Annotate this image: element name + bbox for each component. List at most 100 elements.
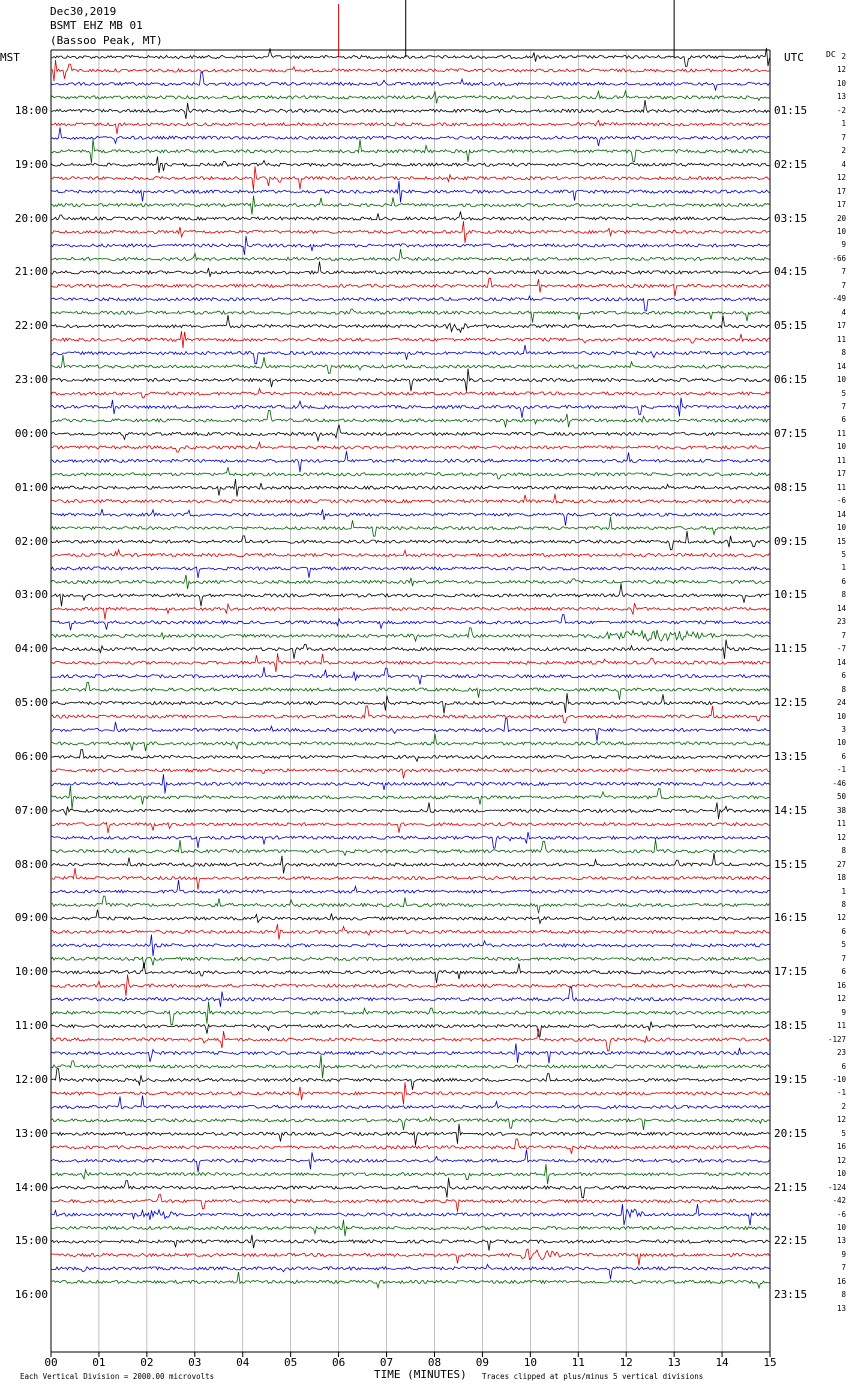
- dc-offset-value: 20: [836, 213, 846, 223]
- dc-offset-value: -66: [832, 253, 846, 263]
- trace-row-52: [51, 749, 770, 763]
- dc-offset-value: -7: [836, 644, 846, 654]
- dc-offset-value: 8: [841, 846, 846, 856]
- x-tick-label: 06: [331, 1356, 346, 1369]
- dc-offset-value: 23: [836, 617, 846, 627]
- utc-time-label: 09:15: [774, 534, 808, 548]
- utc-time-label: 06:15: [774, 373, 808, 387]
- dc-offset-value: 11: [836, 482, 846, 492]
- trace-row-54: [50, 774, 770, 794]
- mst-time-label: 15:00: [14, 1234, 48, 1248]
- date-label: Dec30,2019: [50, 5, 117, 18]
- dc-offset-value: 6: [841, 926, 846, 936]
- trace-row-47: [50, 682, 770, 700]
- dc-offset-value: 1: [841, 563, 846, 573]
- station-label: BSMT EHZ MB 01: [50, 19, 143, 32]
- utc-time-label: 10:15: [774, 588, 808, 602]
- trace-row-17: [50, 277, 770, 297]
- mst-time-label: 04:00: [14, 642, 48, 656]
- dc-offset-value: -124: [827, 1182, 846, 1192]
- trace-row-80: [50, 1123, 770, 1146]
- trace-row-90: [50, 1263, 770, 1280]
- trace-row-58: [50, 831, 770, 849]
- dc-offset-value: 10: [836, 711, 846, 721]
- trace-row-15: [50, 249, 770, 262]
- footer-scale-note: Each Vertical Division = 2000.00 microvo…: [20, 1372, 215, 1381]
- dc-offset-value: 14: [836, 509, 846, 519]
- trace-row-78: [50, 1095, 770, 1110]
- utc-time-label: 12:15: [774, 696, 808, 710]
- trace-row-6: [50, 127, 770, 147]
- trace-row-12: [50, 211, 770, 221]
- mst-time-label: 03:00: [14, 588, 48, 602]
- dc-offset-value: 7: [841, 1263, 846, 1273]
- trace-row-61: [50, 867, 770, 890]
- trace-row-70: [50, 986, 770, 1007]
- x-tick-label: 07: [379, 1356, 394, 1369]
- utc-time-label: 08:15: [774, 480, 808, 494]
- dc-offset-value: 2: [841, 1101, 846, 1111]
- trace-row-65: [50, 924, 770, 940]
- trace-row-40: [50, 583, 770, 607]
- x-tick-label: 02: [140, 1356, 154, 1369]
- trace-row-44: [50, 639, 770, 659]
- dc-offset-value: 38: [836, 805, 846, 815]
- trace-row-57: [50, 821, 770, 834]
- dc-offset-value: 12: [836, 832, 846, 842]
- dc-offset-value: 8: [841, 590, 846, 600]
- trace-row-55: [50, 785, 770, 810]
- mst-time-label: 21:00: [14, 265, 48, 279]
- dc-offset-value: 11: [836, 819, 846, 829]
- trace-row-62: [50, 880, 770, 894]
- dc-offset-value: 12: [836, 65, 846, 75]
- dc-offset-value: 17: [836, 469, 846, 479]
- dc-offset-value: 6: [841, 576, 846, 586]
- trace-row-91: [50, 1271, 770, 1290]
- mst-time-label: 12:00: [14, 1072, 48, 1086]
- dc-offset-value: 10: [836, 1169, 846, 1179]
- utc-time-label: 14:15: [774, 803, 808, 817]
- trace-row-81: [50, 1138, 770, 1154]
- mst-time-label: 18:00: [14, 103, 48, 117]
- dc-offset-value: 10: [836, 78, 846, 88]
- trace-row-34: [50, 508, 770, 526]
- trace-row-35: [50, 516, 770, 537]
- dc-offset-value: 5: [841, 940, 846, 950]
- dc-offset-value: -46: [832, 778, 846, 788]
- trace-row-22: [50, 344, 770, 365]
- trace-row-4: [50, 99, 770, 119]
- dc-offset-value: -2: [836, 105, 846, 115]
- dc-offset-value: 2: [841, 146, 846, 156]
- trace-row-36: [50, 530, 770, 551]
- utc-time-label: 16:15: [774, 911, 808, 925]
- trace-row-27: [50, 410, 770, 428]
- mst-time-label: 08:00: [14, 857, 48, 871]
- utc-time-label: 18:15: [774, 1019, 808, 1033]
- dc-offset-value: 24: [836, 698, 846, 708]
- x-tick-label: 00: [44, 1356, 58, 1369]
- dc-offset-value: -127: [827, 1034, 846, 1044]
- dc-offset-value: 8: [841, 684, 846, 694]
- dc-offset-value: 16: [836, 1276, 846, 1286]
- trace-row-26: [50, 397, 770, 418]
- dc-offset-value: 7: [841, 280, 846, 290]
- trace-row-53: [50, 768, 770, 779]
- trace-row-76: [50, 1068, 770, 1090]
- dc-offset-value: -1: [836, 1088, 846, 1098]
- dc-offset-value: 12: [836, 913, 846, 923]
- trace-row-19: [50, 308, 770, 323]
- dc-offset-value: 11: [836, 455, 846, 465]
- trace-row-56: [50, 802, 770, 820]
- mst-time-label: 22:00: [14, 319, 48, 333]
- dc-offset-value: 15: [836, 536, 846, 546]
- trace-row-74: [50, 1043, 770, 1064]
- x-tick-label: 01: [92, 1356, 106, 1369]
- trace-row-89: [50, 1248, 770, 1266]
- trace-row-14: [50, 235, 770, 255]
- dc-offset-value: 12: [836, 1115, 846, 1125]
- dc-offset-value: 1: [841, 119, 846, 129]
- dc-offset-value: 14: [836, 361, 846, 371]
- x-tick-label: 10: [523, 1356, 537, 1369]
- trace-row-43: [50, 627, 770, 643]
- dc-offset-value: -6: [836, 1209, 846, 1219]
